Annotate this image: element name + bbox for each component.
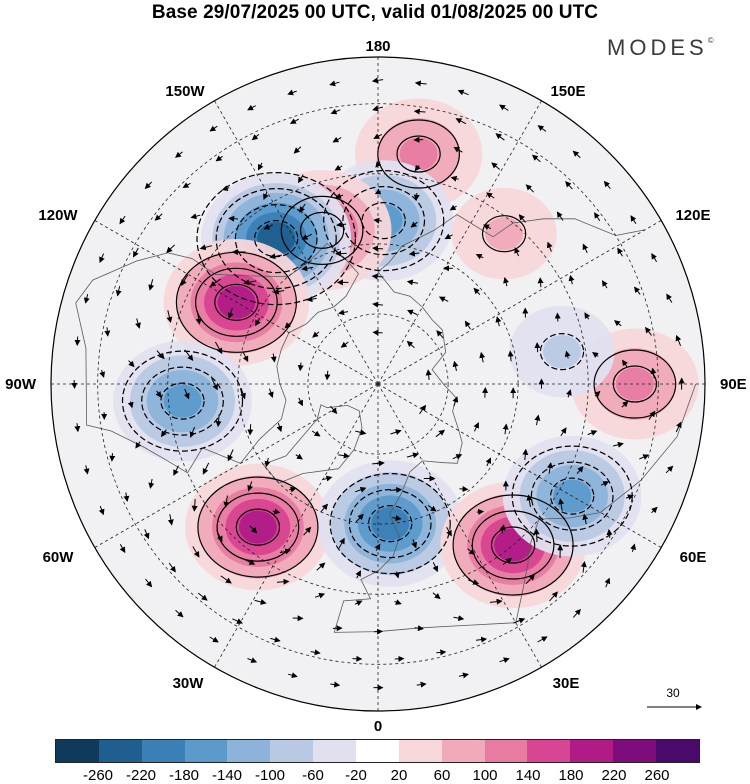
wind-arrow: [373, 332, 382, 333]
wind-arrow: [229, 218, 238, 219]
lon-label-120e: 120E: [675, 207, 710, 224]
colorbar-tick-label: 260: [632, 767, 682, 784]
colorbar-swatch: [270, 740, 313, 762]
lon-label-150w: 150W: [165, 83, 205, 100]
wind-arrow: [540, 278, 541, 287]
anomaly-center: [113, 341, 252, 462]
lon-label-120w: 120W: [38, 207, 78, 224]
lon-label-60w: 60W: [43, 549, 75, 566]
anomaly-band: [239, 511, 277, 544]
lon-label-90w: 90W: [5, 376, 37, 393]
lon-label-90e: 90E: [720, 376, 747, 393]
anomaly-band: [371, 507, 409, 540]
colorbar-swatch: [656, 740, 699, 762]
colorbar-swatch: [570, 740, 613, 762]
anomaly-center: [452, 188, 557, 280]
wind-arrow: [477, 512, 483, 513]
colorbar-swatch: [313, 740, 356, 762]
colorbar-swatch: [442, 740, 485, 762]
colorbar-swatch: [399, 740, 442, 762]
colorbar-swatch: [527, 740, 570, 762]
reference-vector-label: 30: [666, 686, 680, 700]
lon-label-0: 0: [374, 718, 382, 735]
wind-arrow: [557, 314, 558, 322]
colorbar-swatch: [56, 740, 99, 762]
anomaly-center: [509, 306, 614, 398]
wind-arrow: [485, 388, 486, 398]
wind-arrow: [416, 193, 417, 200]
lon-label-30e: 30E: [553, 675, 580, 692]
wind-arrow: [436, 652, 445, 653]
colorbar-swatch: [185, 740, 228, 762]
wind-arrow: [537, 343, 538, 352]
wind-arrow: [112, 453, 113, 461]
anomaly-band: [543, 335, 581, 368]
wind-arrow: [77, 337, 78, 346]
anomaly-center: [317, 460, 463, 587]
colorbar-swatch: [142, 740, 185, 762]
wind-arrow: [74, 380, 75, 388]
colorbar-swatch: [485, 740, 528, 762]
colorbar: [55, 739, 700, 763]
colorbar-swatch: [356, 740, 399, 762]
colorbar-swatch: [99, 740, 142, 762]
wind-arrow: [460, 489, 468, 490]
lon-label-30w: 30W: [173, 675, 205, 692]
lon-label-60e: 60E: [680, 549, 707, 566]
lon-label-180: 180: [365, 38, 390, 55]
anomaly-center: [185, 464, 331, 591]
lon-label-150e: 150E: [550, 83, 585, 100]
wind-arrow: [536, 529, 537, 542]
colorbar-swatch: [227, 740, 270, 762]
anomaly-band: [164, 385, 202, 418]
colorbar-swatch: [613, 740, 656, 762]
wind-arrow: [250, 424, 251, 434]
